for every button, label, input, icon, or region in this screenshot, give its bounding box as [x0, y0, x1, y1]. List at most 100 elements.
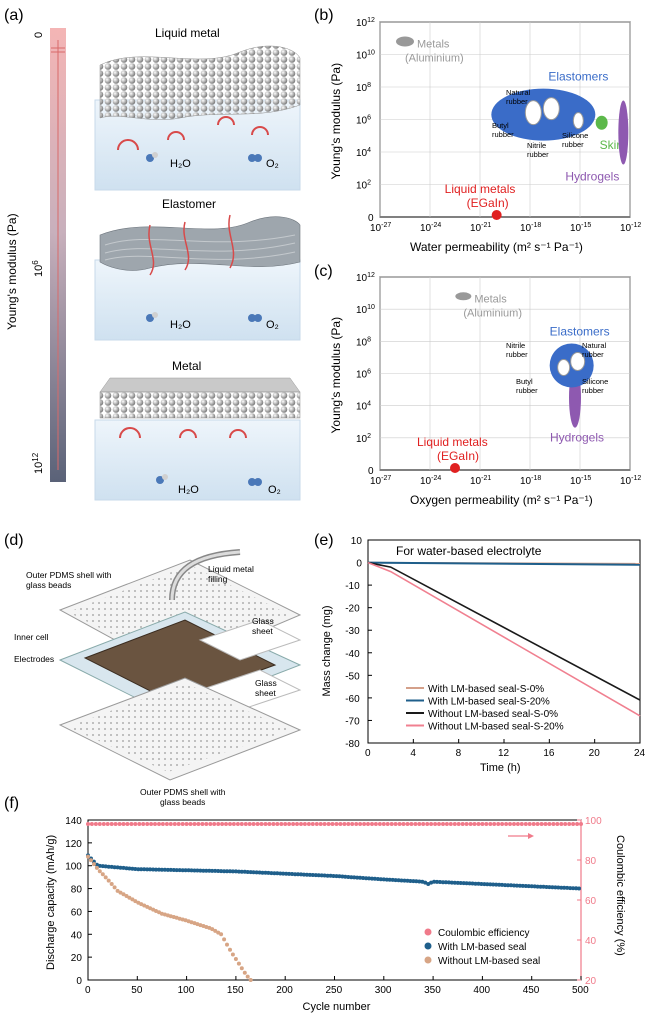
y-tick-label: 0	[368, 213, 374, 224]
data-point	[242, 869, 247, 874]
data-point	[184, 822, 189, 826]
data-point	[532, 884, 537, 889]
callout-outer-shell: Outer PDMS shell with	[140, 787, 226, 797]
data-point	[492, 822, 497, 826]
data-point	[109, 882, 114, 886]
panel-a-label: (a)	[4, 7, 24, 24]
data-point	[121, 865, 126, 870]
data-point	[162, 912, 167, 917]
callout-liquid-metal: Liquid metal	[208, 564, 254, 574]
data-point	[269, 871, 274, 876]
data-point	[543, 822, 548, 826]
data-point	[259, 822, 264, 826]
legend-label: Without LM-based seal	[438, 956, 540, 967]
data-point	[168, 914, 173, 919]
data-point	[306, 822, 311, 826]
data-point	[467, 881, 472, 886]
data-point	[272, 871, 277, 876]
data-point	[204, 822, 209, 826]
data-point	[384, 877, 389, 882]
data-point	[121, 822, 126, 826]
y2-tick-label: 100	[585, 816, 602, 827]
data-point	[228, 869, 232, 874]
data-point	[373, 822, 378, 826]
x-tick-label: 50	[131, 985, 143, 996]
data-point	[342, 822, 347, 826]
elastomer-title: Elastomer	[162, 197, 216, 211]
data-point	[338, 822, 343, 826]
data-point	[547, 822, 552, 826]
callout-outer-shell: Outer PDMS shell with	[26, 570, 112, 580]
x-tick-label: 10-21	[470, 222, 491, 234]
data-point	[555, 822, 560, 826]
panel-d: (d) Outer PDMS shell with glass beads Li…	[4, 532, 302, 807]
data-point	[362, 822, 367, 826]
svg-text:106: 106	[31, 260, 45, 277]
rubber-bubble	[572, 112, 584, 130]
data-point	[118, 890, 123, 895]
data-point	[117, 822, 122, 826]
data-point	[168, 822, 173, 826]
o2-label: O₂	[266, 158, 279, 170]
data-point	[553, 885, 558, 890]
data-point	[231, 822, 236, 826]
data-point	[460, 822, 465, 826]
data-point	[200, 822, 205, 826]
data-point	[574, 886, 579, 891]
data-point	[225, 869, 229, 874]
y-tick-label: -60	[345, 694, 360, 705]
data-point	[154, 909, 158, 913]
h2o-molecule-icon	[146, 154, 154, 162]
data-point	[103, 864, 108, 869]
data-point	[255, 822, 260, 826]
data-point	[441, 822, 445, 826]
data-point	[93, 822, 98, 826]
data-point	[299, 872, 303, 877]
liquid-metal-block: Liquid metal H₂O O₂	[94, 26, 301, 191]
data-point	[512, 883, 516, 888]
data-point	[512, 822, 516, 826]
data-point	[352, 875, 357, 880]
elastomers-region	[491, 88, 596, 141]
data-point	[160, 822, 165, 826]
data-point	[287, 822, 292, 826]
data-point	[162, 867, 167, 872]
data-point	[97, 863, 102, 868]
data-point	[177, 916, 182, 921]
data-point	[571, 822, 576, 826]
data-point	[239, 822, 244, 826]
x-tick-label: 500	[572, 985, 589, 996]
data-point	[559, 885, 564, 890]
data-point	[464, 822, 469, 826]
data-point	[520, 883, 525, 888]
data-point	[101, 822, 106, 826]
y2-tick-label: 20	[585, 976, 597, 987]
callout-glass-sheet: sheet	[252, 626, 273, 636]
y-tick-label: 80	[71, 885, 83, 896]
x-tick-label: 20	[589, 748, 601, 759]
data-point	[159, 867, 164, 872]
modulus-axis-label: Young's modulus (Pa)	[5, 213, 19, 330]
hydrogels-label: Hydrogels	[550, 431, 604, 445]
data-point	[142, 903, 147, 908]
data-point	[473, 881, 478, 886]
data-point	[366, 822, 370, 826]
data-point	[86, 822, 90, 826]
data-point	[565, 885, 570, 890]
data-point	[180, 868, 185, 873]
x-tick-label: 250	[326, 985, 343, 996]
x-tick-label: 10-12	[620, 222, 641, 234]
data-point	[222, 937, 227, 942]
polymer-chain	[104, 251, 296, 261]
data-point	[389, 822, 394, 826]
data-point	[381, 877, 386, 882]
data-point	[267, 822, 272, 826]
panel-f: (f) 0 50 100 150 200 250 300 350 400 450 500 0 20 40 6…	[4, 795, 626, 1013]
data-point	[402, 878, 407, 883]
data-point	[248, 978, 253, 982]
legend-label: With LM-based seal	[438, 942, 526, 953]
data-point	[148, 906, 153, 911]
reflect-arrow-icon	[119, 427, 141, 439]
y-tick-label: -20	[345, 604, 360, 615]
